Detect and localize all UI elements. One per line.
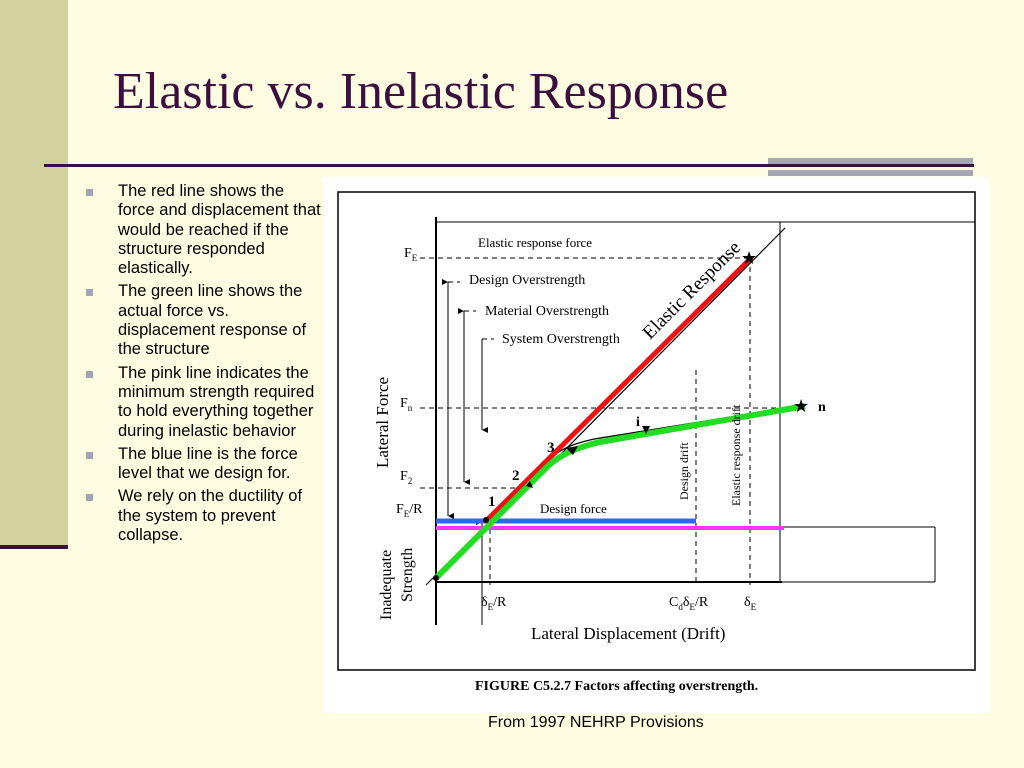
point-label-i: i: [636, 415, 640, 430]
bullet-marker-icon: [86, 494, 93, 502]
point-i-marker-icon: [642, 426, 650, 434]
inadequate-label: Inadequate: [378, 550, 395, 620]
x-axis-label: Lateral Displacement (Drift): [531, 624, 725, 643]
bullet-red-line: The red line shows the force and displac…: [82, 182, 322, 278]
green-actual-curve: [433, 403, 806, 581]
slide-title: Elastic vs. Inelastic Response: [113, 63, 729, 120]
x-tick-cd-de-over-r: CdδE/R: [669, 595, 709, 612]
y-tick-fn: Fn: [400, 396, 413, 413]
ultimate-star-icon: ★: [793, 396, 809, 416]
system-overstrength-label: System Overstrength: [502, 332, 620, 347]
overstrength-arrows: [425, 279, 488, 625]
point-3-marker-icon: [566, 446, 578, 455]
accent-bar-bottom: [768, 170, 973, 176]
bullet-marker-icon: [86, 451, 93, 459]
source-note: From 1997 NEHRP Provisions: [488, 714, 704, 731]
x-tick-de: δE: [744, 595, 757, 612]
bullet-text: The green line shows the actual force vs…: [118, 282, 307, 359]
bullet-marker-icon: [86, 289, 93, 297]
overstrength-figure: ★ ★ 1 2 3 i n Elastic response force Des…: [337, 191, 976, 694]
y-tick-fe-over-r: FE/R: [396, 502, 423, 519]
design-force-label: Design force: [540, 501, 607, 516]
figure-panel: ★ ★ 1 2 3 i n Elastic response force Des…: [323, 177, 989, 713]
point-label-3: 3: [547, 440, 555, 456]
bullet-list: The red line shows the force and displac…: [82, 182, 322, 549]
bullet-text: The pink line indicates the minimum stre…: [118, 363, 315, 440]
left-band-underline: [0, 545, 68, 549]
left-band: [0, 0, 68, 545]
figure-caption: FIGURE C5.2.7 Factors affecting overstre…: [475, 679, 758, 694]
accent-bar-top: [768, 158, 973, 164]
red-elastic-line: [484, 255, 754, 523]
bullet-marker-icon: [86, 370, 93, 378]
point-label-2: 2: [512, 468, 520, 484]
bullet-text: The red line shows the force and displac…: [118, 182, 321, 278]
title-rule: [44, 164, 974, 167]
figure-frame: [337, 191, 976, 671]
elastic-peak-star-icon: ★: [741, 248, 757, 268]
elastic-response-drift-label: Elastic response drift: [729, 404, 743, 506]
strength-label: Strength: [399, 548, 416, 602]
bullet-marker-icon: [86, 189, 93, 196]
elastic-response-label: Elastic Response: [639, 237, 745, 343]
y-axis-label: Lateral Force: [373, 377, 392, 468]
design-overstrength-label: Design Overstrength: [469, 273, 585, 288]
point-label-n: n: [818, 400, 826, 415]
bullet-blue-line: The blue line is the force level that we…: [82, 445, 322, 484]
material-overstrength-label: Material Overstrength: [485, 304, 609, 319]
y-tick-f2: F2: [400, 469, 412, 486]
bullet-pink-line: The pink line indicates the minimum stre…: [82, 364, 322, 441]
y-tick-fe: FE: [404, 246, 418, 263]
point-label-1: 1: [488, 494, 496, 510]
point-1-marker-icon: [483, 517, 489, 523]
elastic-response-force-label: Elastic response force: [478, 235, 592, 250]
bullet-ductility: We rely on the ductility of the system t…: [82, 487, 322, 545]
design-drift-label: Design drift: [677, 442, 691, 500]
bullet-green-line: The green line shows the actual force vs…: [82, 282, 322, 359]
origin-marker-icon: [433, 575, 439, 581]
bullet-text: The blue line is the force level that we…: [118, 444, 298, 483]
bullet-text: We rely on the ductility of the system t…: [118, 487, 303, 545]
x-tick-de-over-r: δE/R: [481, 595, 507, 612]
point-2-marker-icon: [526, 481, 533, 488]
